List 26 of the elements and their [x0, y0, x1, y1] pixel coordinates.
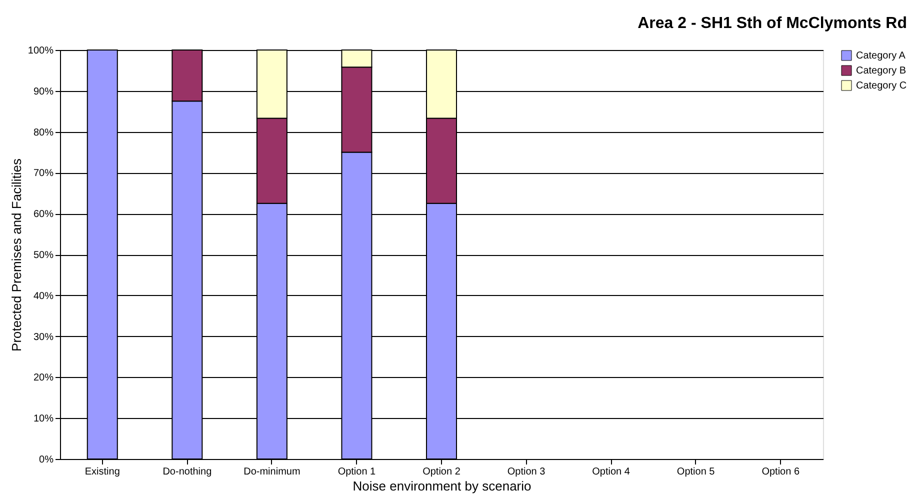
- y-tick-label: 30%: [33, 332, 54, 343]
- y-tick-label: 40%: [33, 290, 54, 302]
- x-tick-label: Option 2: [422, 466, 461, 478]
- y-tick-label: 80%: [33, 127, 54, 138]
- x-tick-label: Option 4: [592, 466, 630, 478]
- y-tick-label: 90%: [33, 86, 54, 98]
- y-tick-label: 10%: [33, 414, 54, 425]
- y-tick-label: 70%: [33, 168, 54, 180]
- x-tick-label: Do-minimum: [244, 466, 300, 478]
- x-tick-label: Option 3: [507, 466, 546, 478]
- x-tick-label: Option 6: [762, 466, 800, 478]
- x-tick-label: Do-nothing: [162, 466, 212, 478]
- x-tick-label: Option 5: [676, 466, 716, 478]
- chart-title: Area 2 - SH1 Sth of McClymonts Rd: [638, 15, 907, 32]
- legend-label: Category A: [856, 50, 906, 62]
- legend-label: Category C: [856, 80, 907, 92]
- y-tick-label: 20%: [33, 372, 54, 384]
- x-tick-label: Option 1: [338, 466, 376, 478]
- x-axis-title: Noise environment by scenario: [352, 478, 532, 494]
- x-tick-label: Existing: [84, 466, 120, 478]
- y-tick-label: 100%: [28, 46, 54, 56]
- y-axis-title: Protected Premises and Facilities: [8, 158, 24, 352]
- y-tick-label: 60%: [33, 209, 54, 220]
- y-tick-label: 0%: [39, 454, 54, 466]
- legend-label: Category B: [856, 66, 906, 76]
- y-tick-label: 50%: [33, 250, 54, 261]
